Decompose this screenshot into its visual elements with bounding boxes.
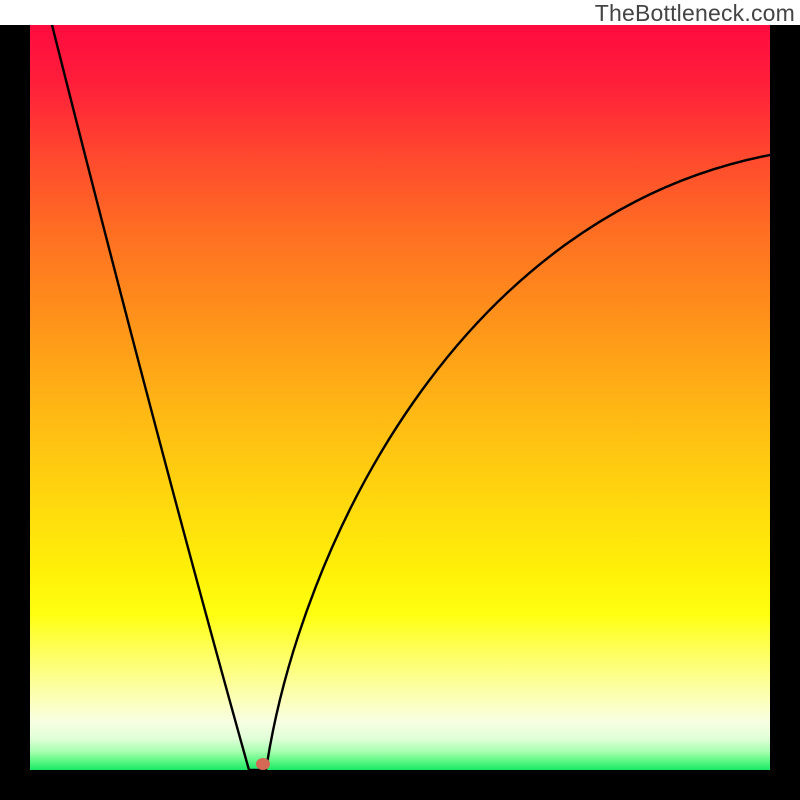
axis-border-bottom [0,770,800,800]
axis-border-left [0,25,30,800]
bottleneck-curve [30,25,770,770]
chart-container: TheBottleneck.com [0,0,800,800]
plot-area [30,25,770,770]
watermark-text: TheBottleneck.com [595,0,795,27]
axis-border-right [770,25,800,800]
optimum-marker [256,758,270,770]
